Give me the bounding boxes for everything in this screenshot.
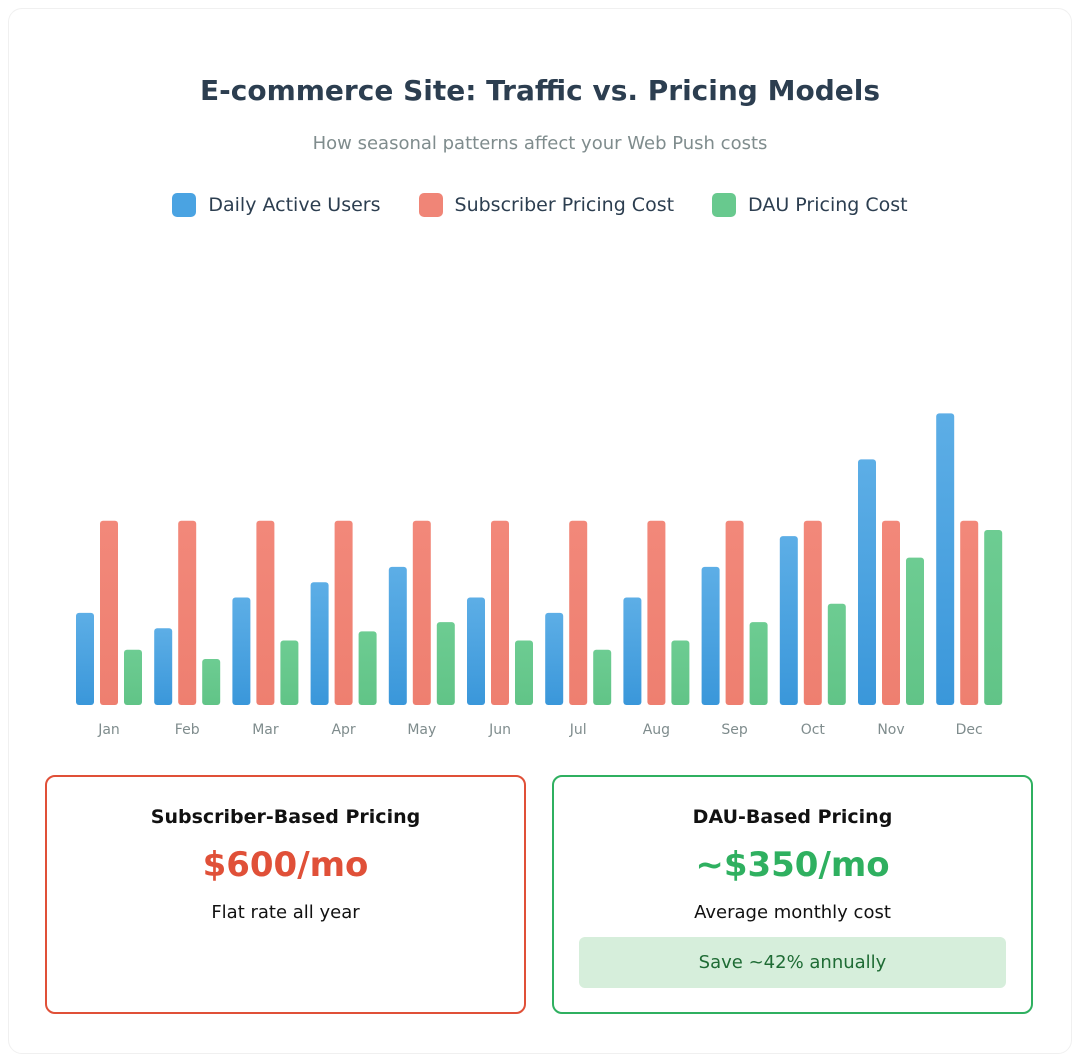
subscriber-pricing-title: Subscriber-Based Pricing (150, 806, 421, 828)
dau-pricing-card: DAU-Based Pricing ~$350/mo Average month… (552, 775, 1033, 1014)
bar-daily-active-users-aug (623, 597, 642, 705)
bar-daily-active-users-mar (232, 597, 251, 705)
chart-legend: Daily Active Users Subscriber Pricing Co… (0, 193, 1080, 217)
bar-dau-pricing-cost-feb (202, 658, 221, 705)
legend-label-subscriber-cost: Subscriber Pricing Cost (454, 194, 675, 216)
bar-dau-pricing-cost-apr (358, 631, 377, 705)
chart-subtitle: How seasonal patterns affect your Web Pu… (312, 133, 768, 154)
bar-subscriber-pricing-cost-apr (334, 520, 353, 705)
bar-daily-active-users-nov (858, 459, 876, 705)
bar-chart: Jan Feb Mar Apr May Jun Jul Aug Sep Oct Nov Dec (76, 413, 1003, 738)
bar-dau-pricing-cost-dec (984, 530, 1003, 705)
bar-daily-active-users-dec (936, 413, 955, 705)
bar-subscriber-pricing-cost-may (412, 520, 431, 705)
x-tick-jun: Jun (488, 722, 511, 738)
bar-dau-pricing-cost-sep (749, 622, 768, 705)
bar-daily-active-users-sep (701, 566, 720, 705)
x-tick-jul: Jul (569, 722, 587, 738)
bar-daily-active-users-oct (779, 536, 798, 705)
bar-subscriber-pricing-cost-feb (178, 520, 197, 705)
legend-swatch-subscriber-cost (418, 193, 443, 217)
legend-item-subscriber-cost: Subscriber Pricing Cost (418, 193, 675, 217)
bar-daily-active-users-apr (310, 582, 329, 705)
x-tick-dec: Dec (956, 722, 983, 738)
x-tick-jan: Jan (97, 722, 120, 738)
dau-pricing-desc: Average monthly cost (694, 902, 891, 923)
subscriber-pricing-price: $600/mo (202, 845, 369, 885)
savings-badge: Save ~42% annually (579, 937, 1006, 988)
legend-swatch-dau (172, 193, 197, 217)
x-tick-may: May (407, 722, 436, 738)
bar-dau-pricing-cost-mar (280, 640, 299, 705)
bar-subscriber-pricing-cost-jun (491, 520, 509, 705)
legend-item-dau-cost: DAU Pricing Cost (712, 193, 908, 217)
bar-dau-pricing-cost-aug (671, 640, 690, 705)
bar-subscriber-pricing-cost-aug (647, 520, 666, 705)
subscriber-pricing-desc: Flat rate all year (211, 902, 360, 923)
subscriber-pricing-card: Subscriber-Based Pricing $600/mo Flat ra… (45, 775, 526, 1014)
legend-label-dau: Daily Active Users (208, 194, 381, 216)
dau-pricing-price: ~$350/mo (695, 845, 890, 885)
legend-swatch-dau-cost (712, 193, 737, 217)
bar-daily-active-users-jan (76, 612, 94, 705)
bar-dau-pricing-cost-jul (593, 649, 612, 705)
bar-daily-active-users-jun (467, 597, 485, 705)
legend-item-dau: Daily Active Users (172, 193, 381, 217)
x-tick-labels: Jan Feb Mar Apr May Jun Jul Aug Sep Oct Nov Dec (97, 722, 983, 738)
bar-subscriber-pricing-cost-mar (256, 520, 275, 705)
bar-subscriber-pricing-cost-nov (882, 520, 900, 705)
bar-daily-active-users-jul (545, 612, 564, 705)
bar-subscriber-pricing-cost-oct (803, 520, 822, 705)
bar-dau-pricing-cost-may (436, 622, 455, 705)
x-tick-sep: Sep (721, 722, 748, 738)
bar-dau-pricing-cost-jun (515, 640, 533, 705)
bar-subscriber-pricing-cost-jan (100, 520, 118, 705)
bar-subscriber-pricing-cost-sep (725, 520, 744, 705)
bar-subscriber-pricing-cost-jul (569, 520, 588, 705)
x-tick-nov: Nov (877, 722, 904, 738)
bar-daily-active-users-feb (154, 628, 173, 705)
chart-title: E-commerce Site: Traffic vs. Pricing Mod… (200, 74, 880, 107)
bar-dau-pricing-cost-nov (906, 557, 924, 705)
bar-subscriber-pricing-cost-dec (960, 520, 979, 705)
x-tick-feb: Feb (175, 722, 200, 738)
bar-dau-pricing-cost-oct (827, 603, 846, 705)
legend-label-dau-cost: DAU Pricing Cost (748, 194, 908, 216)
x-tick-aug: Aug (643, 722, 670, 738)
x-tick-oct: Oct (801, 722, 826, 738)
dau-pricing-title: DAU-Based Pricing (692, 806, 893, 828)
x-tick-mar: Mar (252, 722, 279, 738)
bar-dau-pricing-cost-jan (124, 649, 142, 705)
x-tick-apr: Apr (331, 722, 355, 738)
bars-group (76, 413, 1003, 705)
bar-daily-active-users-may (388, 566, 407, 705)
